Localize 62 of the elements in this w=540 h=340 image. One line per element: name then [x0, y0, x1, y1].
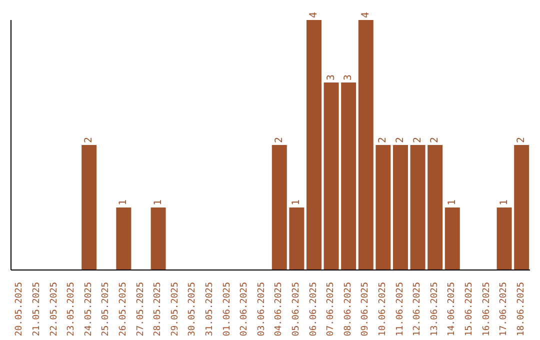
- bar: [341, 82, 356, 270]
- bar: [289, 208, 304, 270]
- x-tick-label: 18.06.2025: [516, 282, 526, 336]
- data-label: 2: [274, 136, 285, 143]
- x-tick-label: 11.06.2025: [395, 282, 406, 336]
- bar: [514, 145, 530, 270]
- data-label: 4: [308, 12, 320, 18]
- x-tick-label: 06.06.2025: [308, 282, 319, 336]
- x-tick-label: 26.05.2025: [118, 282, 128, 336]
- x-tick-label: 08.06.2025: [343, 282, 354, 336]
- x-tick-label: 14.06.2025: [447, 282, 458, 336]
- data-label: 1: [498, 199, 510, 206]
- x-tick-label: 31.05.2025: [204, 282, 215, 336]
- x-tick-label: 10.06.2025: [378, 282, 388, 336]
- bar: [306, 20, 322, 270]
- x-tick-label: 05.06.2025: [291, 282, 302, 336]
- x-tick-label: 28.05.2025: [153, 282, 164, 336]
- data-label: 2: [84, 136, 95, 143]
- x-tick-label: 29.05.2025: [170, 282, 180, 336]
- bar: [410, 145, 426, 270]
- x-tick-label: 15.06.2025: [464, 282, 474, 336]
- x-tick-label: 27.05.2025: [136, 282, 146, 336]
- x-tick-label: 24.05.2025: [84, 282, 94, 336]
- data-label: 1: [152, 199, 164, 206]
- data-label: 2: [378, 136, 389, 143]
- data-label: 1: [446, 199, 458, 206]
- bar: [392, 145, 408, 270]
- bar: [272, 145, 287, 270]
- x-tick-label: 03.06.2025: [256, 282, 267, 336]
- bar: [324, 82, 339, 270]
- bar: [444, 208, 460, 270]
- x-tick-label: 13.06.2025: [430, 282, 440, 336]
- x-tick-label: 16.06.2025: [482, 282, 492, 336]
- x-tick-label: 07.06.2025: [326, 282, 336, 336]
- bar: [150, 208, 166, 270]
- data-label: 2: [412, 136, 424, 143]
- x-tick-label: 02.06.2025: [240, 282, 250, 336]
- x-tick-label: 17.06.2025: [499, 282, 510, 336]
- data-label: 1: [291, 199, 302, 206]
- data-label: 4: [360, 12, 372, 18]
- data-label: 3: [326, 74, 337, 80]
- data-label: 1: [118, 199, 130, 206]
- x-tick-label: 04.06.2025: [274, 282, 284, 336]
- bar: [358, 20, 374, 270]
- bar: [116, 208, 132, 270]
- x-tick-label: 01.06.2025: [222, 282, 232, 336]
- x-tick-label: 22.05.2025: [49, 282, 60, 336]
- data-label: 2: [394, 136, 406, 143]
- x-tick-label: 20.05.2025: [14, 282, 25, 336]
- x-tick-label: 12.06.2025: [412, 282, 423, 336]
- x-tick-label: 25.05.2025: [101, 282, 112, 336]
- bar: [428, 145, 443, 270]
- bar: [82, 145, 97, 270]
- x-tick-label: 30.05.2025: [188, 282, 198, 336]
- data-label: 3: [343, 74, 354, 80]
- x-tick-label: 21.05.2025: [32, 282, 42, 336]
- x-tick-label: 09.06.2025: [360, 282, 371, 336]
- data-label: 2: [516, 136, 528, 143]
- bar: [376, 145, 391, 270]
- bar: [496, 208, 512, 270]
- data-label: 2: [430, 136, 441, 143]
- x-tick-label: 23.05.2025: [66, 282, 77, 336]
